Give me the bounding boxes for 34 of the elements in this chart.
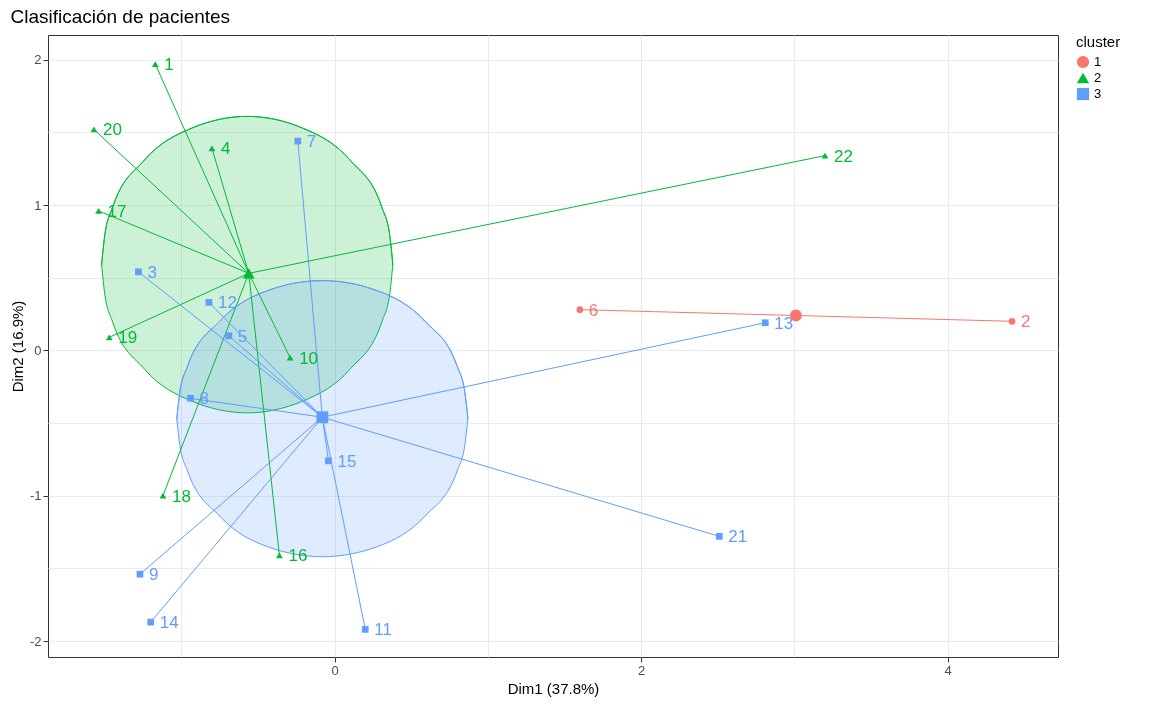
annotation: 14 bbox=[159, 613, 179, 633]
y-axis-title: Dim2 (16.9%) bbox=[8, 300, 26, 393]
annotation: 4 bbox=[220, 139, 231, 159]
y-tick-label: 2 bbox=[34, 52, 42, 68]
annotation: 18 bbox=[171, 486, 191, 506]
x-axis-title: Dim1 (37.8%) bbox=[507, 679, 600, 697]
annotation: 20 bbox=[102, 120, 122, 140]
y-tick-label: 0 bbox=[34, 342, 42, 358]
legend-label: 3 bbox=[1094, 86, 1102, 101]
x-tick-label: 0 bbox=[331, 662, 339, 678]
annotation: 6 bbox=[588, 300, 599, 320]
y-tick-label: -1 bbox=[29, 488, 42, 504]
x-tick-label: 4 bbox=[944, 662, 952, 678]
annotation: 9 bbox=[148, 565, 159, 585]
chart-title: Clasificación de pacientes bbox=[10, 6, 231, 27]
annotation: 16 bbox=[288, 546, 308, 566]
legend-title: cluster bbox=[1076, 33, 1121, 50]
annotation: 3 bbox=[147, 262, 157, 282]
y-tick-label: 1 bbox=[34, 197, 42, 213]
annotation: 11 bbox=[374, 620, 392, 640]
annotation: 15 bbox=[337, 451, 357, 471]
annotation: 12 bbox=[217, 293, 237, 313]
annotation: 13 bbox=[774, 313, 794, 333]
annotation: 1 bbox=[164, 55, 174, 75]
annotation: 2 bbox=[1021, 312, 1031, 332]
annotation: 19 bbox=[118, 328, 138, 348]
annotation: 7 bbox=[306, 132, 317, 152]
y-tick-label: -2 bbox=[29, 633, 42, 649]
legend-label: 1 bbox=[1094, 54, 1102, 69]
legend-label: 2 bbox=[1094, 70, 1102, 85]
annotation: 10 bbox=[299, 348, 319, 368]
annotation: 21 bbox=[728, 527, 748, 547]
annotation: 22 bbox=[834, 146, 853, 166]
x-tick-label: 2 bbox=[638, 662, 646, 678]
